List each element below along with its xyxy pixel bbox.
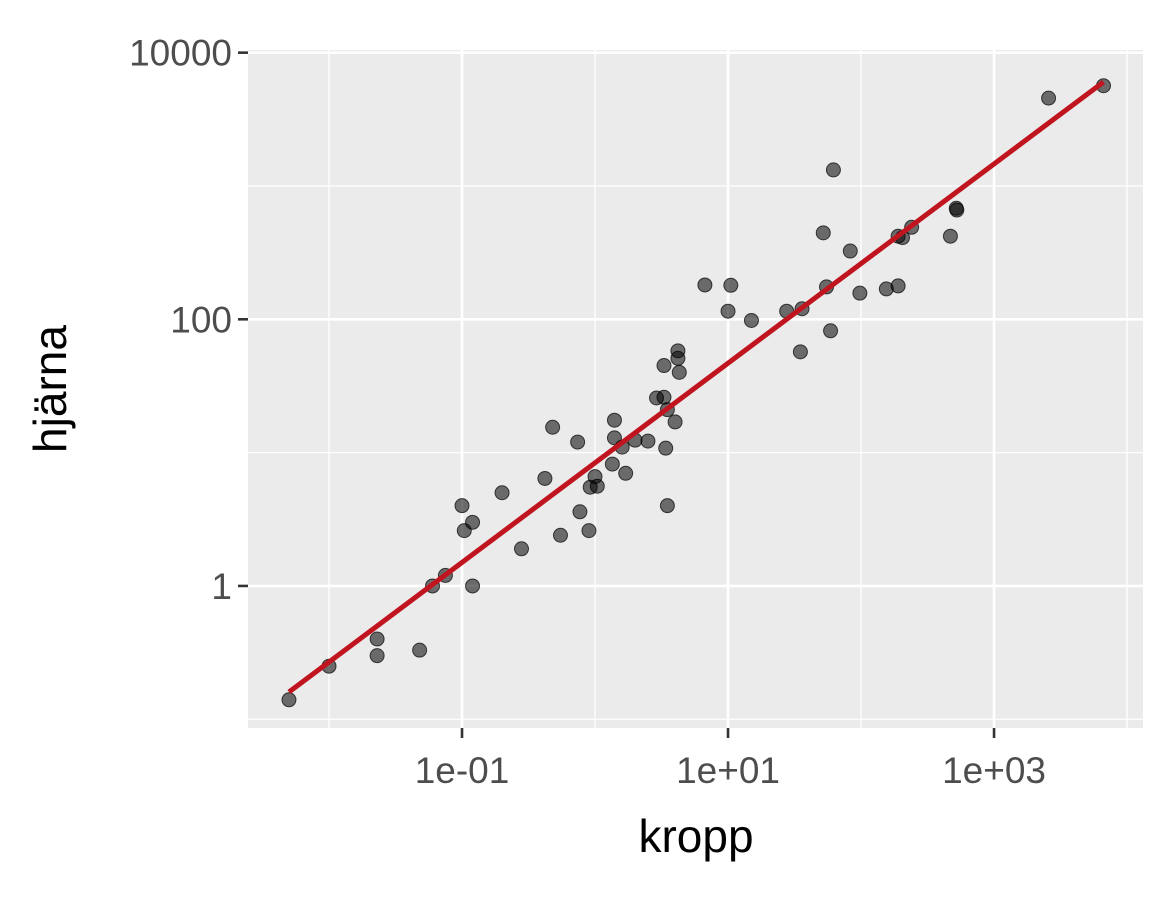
y-tick-label: 1 xyxy=(211,566,232,607)
point xyxy=(823,323,839,339)
point xyxy=(659,498,675,514)
point xyxy=(1041,90,1057,106)
point xyxy=(513,541,529,557)
fit-line xyxy=(287,79,1106,695)
point xyxy=(618,465,634,481)
point xyxy=(743,312,759,328)
point xyxy=(369,648,385,664)
x-tick-label: 1e+01 xyxy=(676,750,780,791)
point xyxy=(581,523,597,539)
point xyxy=(465,578,481,594)
point xyxy=(792,344,808,360)
point xyxy=(842,243,858,259)
point xyxy=(589,478,605,494)
x-tick-label: 1e-01 xyxy=(415,750,510,791)
point xyxy=(890,278,906,294)
point xyxy=(606,412,622,428)
point xyxy=(671,364,687,380)
point xyxy=(815,225,831,241)
point xyxy=(656,389,672,405)
x-tick-label: 1e+03 xyxy=(942,750,1046,791)
point xyxy=(572,504,588,520)
point xyxy=(465,514,481,530)
point xyxy=(852,285,868,301)
point xyxy=(670,350,686,366)
point xyxy=(552,527,568,543)
point xyxy=(604,456,620,472)
point xyxy=(656,358,672,374)
point xyxy=(825,162,841,178)
y-tick-label: 10000 xyxy=(129,33,232,74)
point xyxy=(570,434,586,450)
point xyxy=(697,277,713,293)
point xyxy=(281,692,297,708)
point xyxy=(454,498,470,514)
point xyxy=(949,202,965,218)
point xyxy=(667,414,683,430)
y-axis-title: hjärna xyxy=(24,325,76,453)
point xyxy=(640,433,656,449)
point xyxy=(412,642,428,658)
x-axis-title: kropp xyxy=(638,810,753,862)
point xyxy=(537,470,553,486)
point xyxy=(369,631,385,647)
point xyxy=(545,419,561,435)
point xyxy=(942,228,958,244)
point xyxy=(494,485,510,501)
point xyxy=(720,303,736,319)
y-tick-label: 100 xyxy=(170,299,232,340)
point xyxy=(723,277,739,293)
point xyxy=(658,440,674,456)
